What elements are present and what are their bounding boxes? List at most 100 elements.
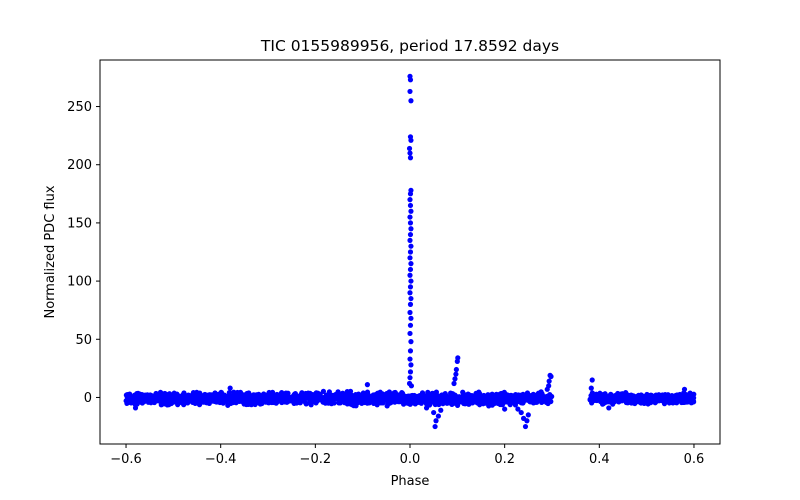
data-point (450, 400, 456, 407)
data-point (408, 278, 414, 284)
x-tick-label: −0.6 (110, 452, 142, 467)
data-point (603, 396, 610, 402)
data-point (209, 396, 216, 402)
data-point (453, 366, 459, 373)
data-point (546, 378, 552, 384)
axis-ticks: −0.6 −0.4 −0.2 0.0 0.2 0.4 0.6 0 50 100 150 200 250 (67, 100, 704, 467)
x-tick-label: 0.6 (684, 452, 705, 467)
data-point (408, 98, 414, 104)
data-point (344, 389, 350, 396)
data-point (256, 395, 262, 401)
data-point (688, 400, 694, 406)
data-point (407, 375, 413, 381)
x-axis-label: Phase (391, 474, 430, 489)
x-tick-label: −0.2 (300, 452, 332, 467)
data-point (407, 231, 414, 238)
data-point (167, 395, 174, 402)
data-point (408, 339, 414, 345)
data-point (216, 394, 222, 400)
data-point (598, 391, 604, 397)
data-point (235, 395, 241, 401)
data-point (408, 362, 414, 368)
data-point (454, 358, 460, 364)
data-point (489, 394, 495, 401)
data-point (538, 389, 544, 395)
data-point (515, 406, 521, 412)
data-point (150, 399, 156, 405)
data-point (344, 401, 350, 407)
data-point (312, 391, 318, 397)
data-point (407, 356, 413, 362)
chart-title: TIC 0155989956, period 17.8592 days (260, 37, 559, 55)
data-point (384, 403, 390, 409)
data-point (132, 405, 139, 411)
data-point (408, 295, 414, 302)
data-point (539, 393, 545, 399)
data-point (438, 407, 444, 413)
data-point (368, 394, 374, 400)
data-point (248, 402, 255, 408)
data-point (486, 403, 492, 409)
data-point (544, 394, 550, 400)
data-point (181, 396, 187, 402)
data-point (390, 397, 396, 403)
data-point (302, 392, 308, 398)
data-point (407, 150, 413, 156)
data-point (154, 396, 160, 402)
data-point (172, 399, 178, 405)
data-point (261, 396, 267, 402)
data-point (642, 397, 648, 403)
data-point (589, 377, 595, 383)
data-point (518, 409, 524, 416)
data-point (433, 418, 439, 424)
data-point (523, 396, 529, 402)
data-point (614, 397, 620, 403)
data-point (508, 392, 514, 398)
data-point (403, 395, 410, 401)
data-point (364, 382, 370, 388)
data-point (407, 322, 414, 328)
y-tick-label: 150 (67, 216, 92, 231)
data-point (283, 396, 289, 403)
data-point (653, 392, 659, 398)
data-point (314, 395, 321, 401)
data-point (406, 145, 413, 152)
data-point (408, 243, 414, 249)
data-point (408, 208, 414, 214)
data-point (407, 249, 414, 255)
data-point (459, 394, 465, 400)
data-point (124, 396, 130, 402)
data-point (383, 393, 390, 399)
data-point (515, 394, 521, 400)
data-point (598, 399, 604, 405)
data-point (408, 315, 414, 321)
data-point (632, 400, 638, 407)
data-point (429, 390, 435, 396)
data-point (200, 396, 206, 402)
y-tick-label: 250 (67, 100, 92, 115)
data-point (407, 272, 413, 278)
data-point (175, 395, 181, 401)
data-point (544, 386, 550, 392)
data-point (443, 395, 449, 401)
y-tick-label: 0 (84, 391, 92, 406)
data-point (336, 395, 342, 401)
x-tick-label: −0.4 (205, 452, 237, 467)
data-point (525, 412, 531, 418)
data-point (434, 394, 440, 400)
data-point (492, 399, 498, 405)
data-point (631, 395, 637, 401)
data-point (647, 400, 654, 406)
data-point (623, 399, 629, 406)
data-point (386, 389, 392, 395)
data-point (662, 392, 668, 398)
data-point (248, 393, 254, 399)
data-point (502, 406, 508, 412)
data-point (431, 399, 437, 405)
data-point (366, 400, 373, 406)
data-point (283, 393, 289, 399)
data-point (497, 391, 503, 397)
data-point (326, 396, 332, 402)
data-point (197, 400, 203, 406)
